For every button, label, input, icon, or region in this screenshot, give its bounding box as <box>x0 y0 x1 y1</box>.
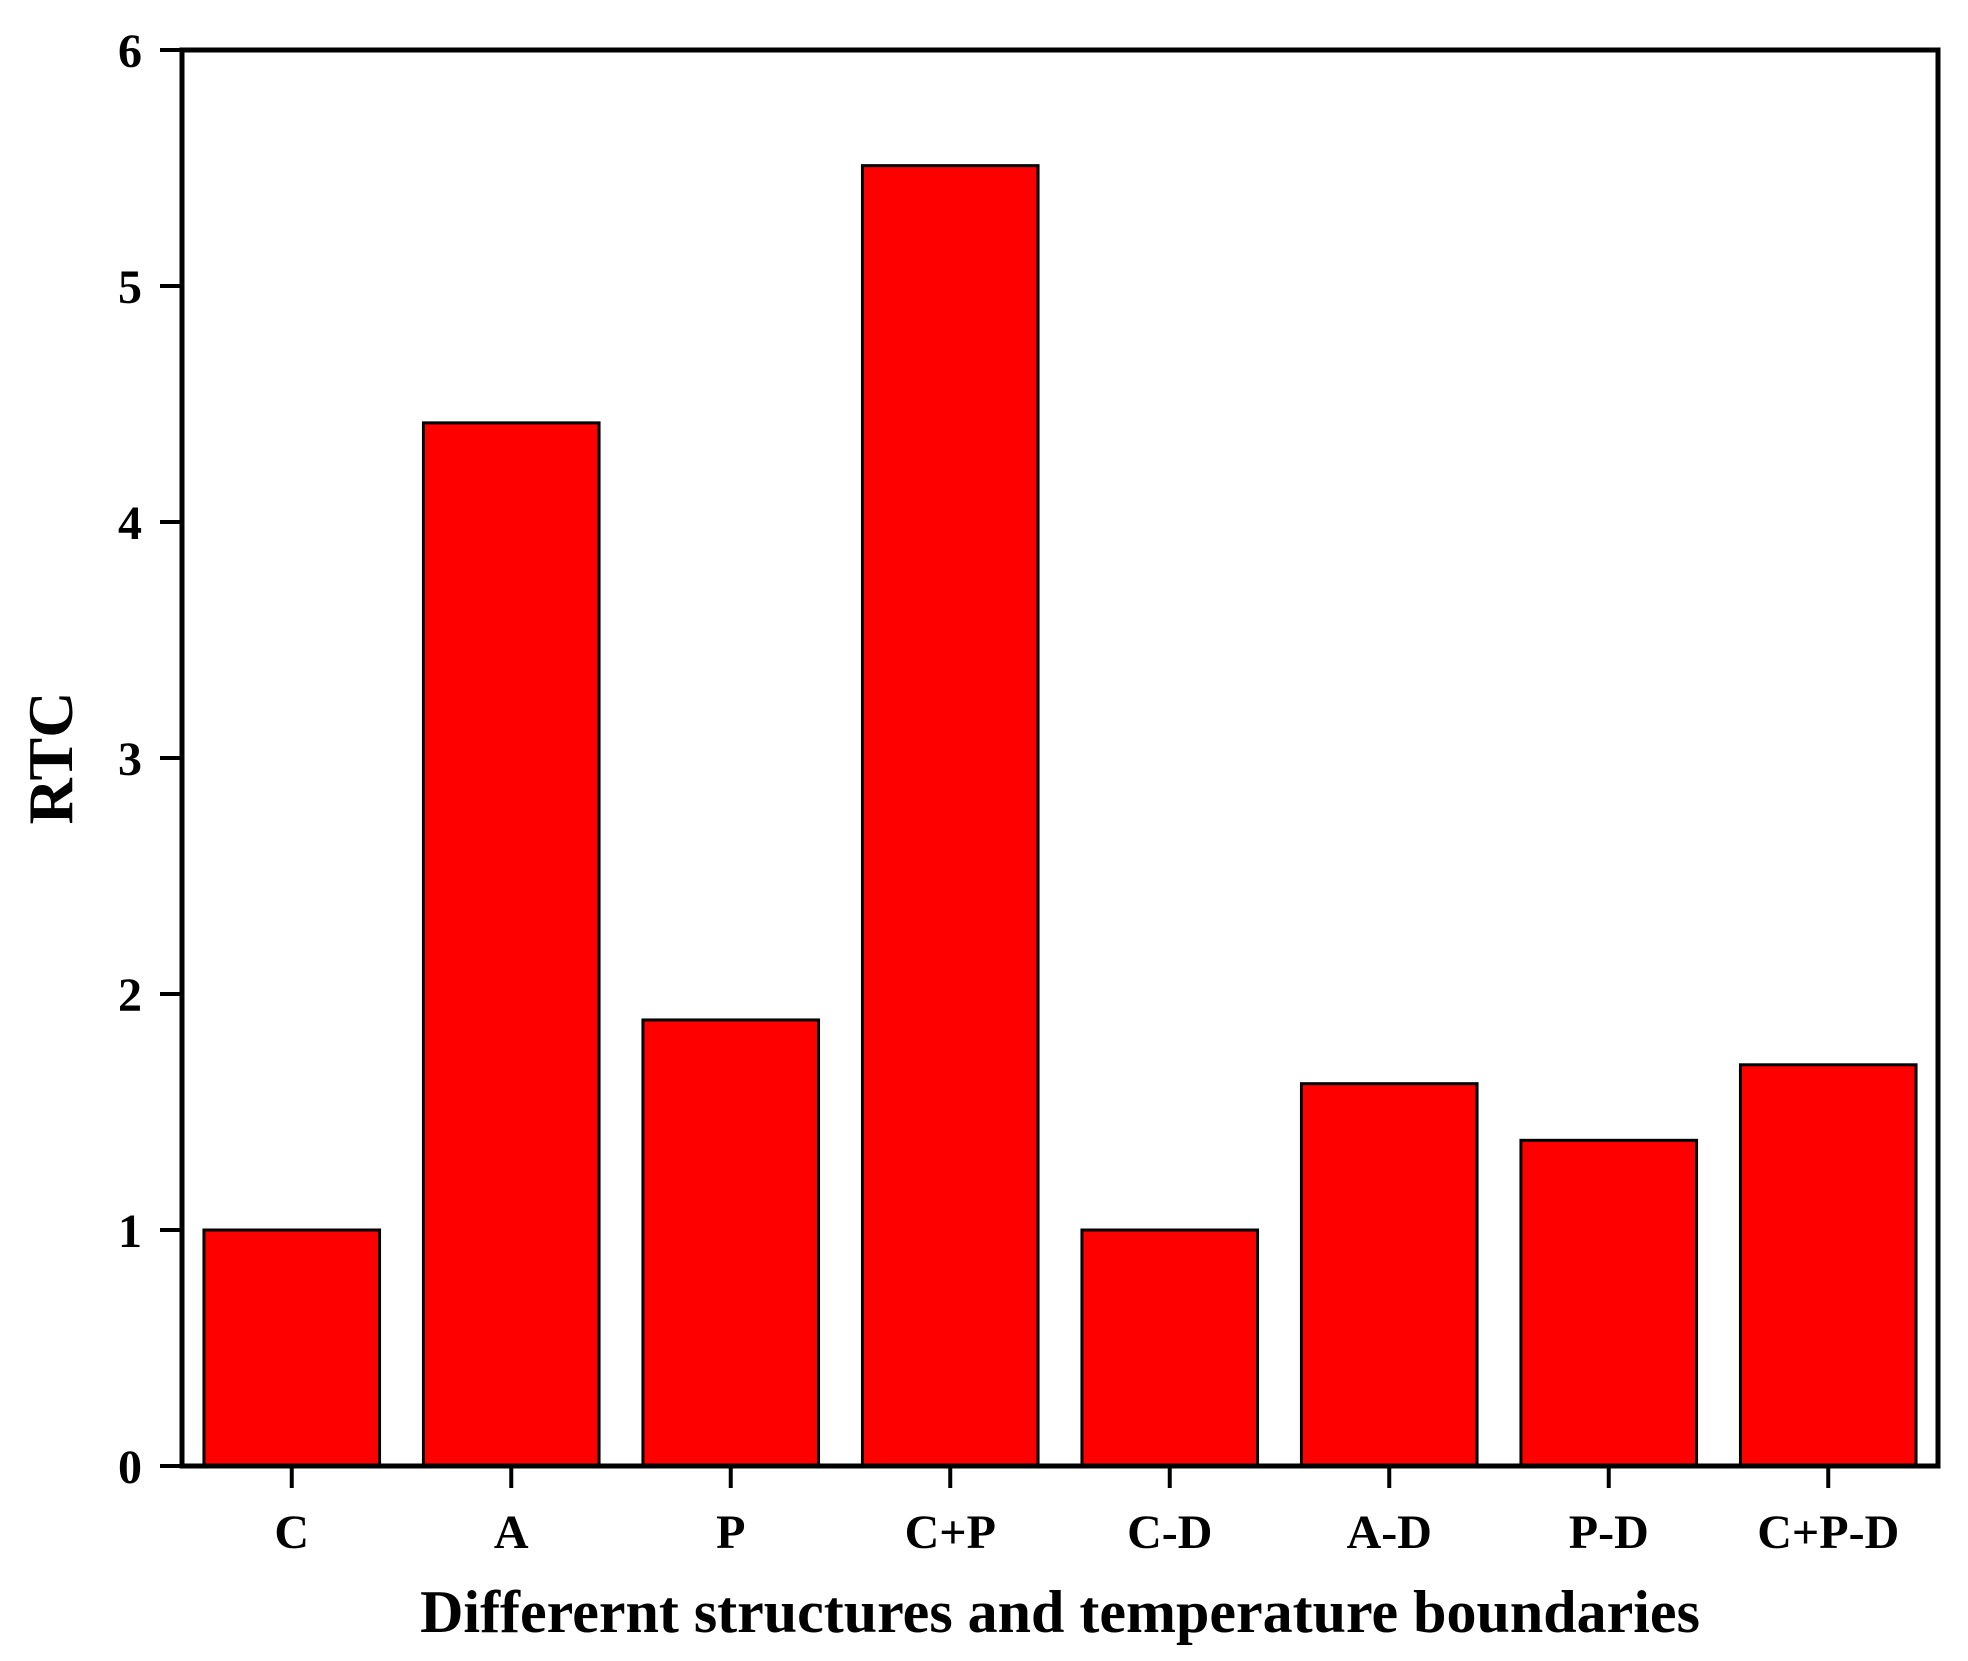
x-tick-label: A <box>494 1506 529 1559</box>
bar-C+P <box>860 164 1040 1468</box>
x-tick-label: C+P <box>905 1506 996 1559</box>
x-tick-label: P-D <box>1569 1506 1649 1559</box>
x-axis: C A P C+P C-D A-D P-D C+P-D <box>274 1466 1899 1559</box>
bar-A-D <box>1299 1082 1479 1468</box>
x-tick-label: P <box>716 1506 745 1559</box>
y-axis: 0 1 2 3 4 5 6 <box>118 25 182 1494</box>
bar-C <box>202 1228 382 1468</box>
y-tick-label: 5 <box>118 261 142 314</box>
x-axis-label: Differernt structures and temperature bo… <box>420 1579 1700 1645</box>
x-tick-label: C-D <box>1127 1506 1212 1559</box>
y-tick-label: 3 <box>118 733 142 786</box>
y-axis-label: RTC <box>15 692 86 825</box>
bar-C+P-D <box>1738 1063 1918 1468</box>
x-tick-label: A-D <box>1347 1506 1432 1559</box>
bars-layer <box>202 164 1918 1468</box>
y-tick-label: 0 <box>118 1441 142 1494</box>
x-tick-label: C <box>274 1506 309 1559</box>
bar-P <box>641 1018 821 1468</box>
y-tick-label: 2 <box>118 969 142 1022</box>
bar-C-D <box>1080 1228 1260 1468</box>
x-tick-label: C+P-D <box>1757 1506 1899 1559</box>
y-tick-label: 4 <box>118 497 142 550</box>
y-tick-label: 1 <box>118 1205 142 1258</box>
bar-P-D <box>1519 1138 1699 1468</box>
y-tick-label: 6 <box>118 25 142 78</box>
bar-A <box>421 421 601 1468</box>
